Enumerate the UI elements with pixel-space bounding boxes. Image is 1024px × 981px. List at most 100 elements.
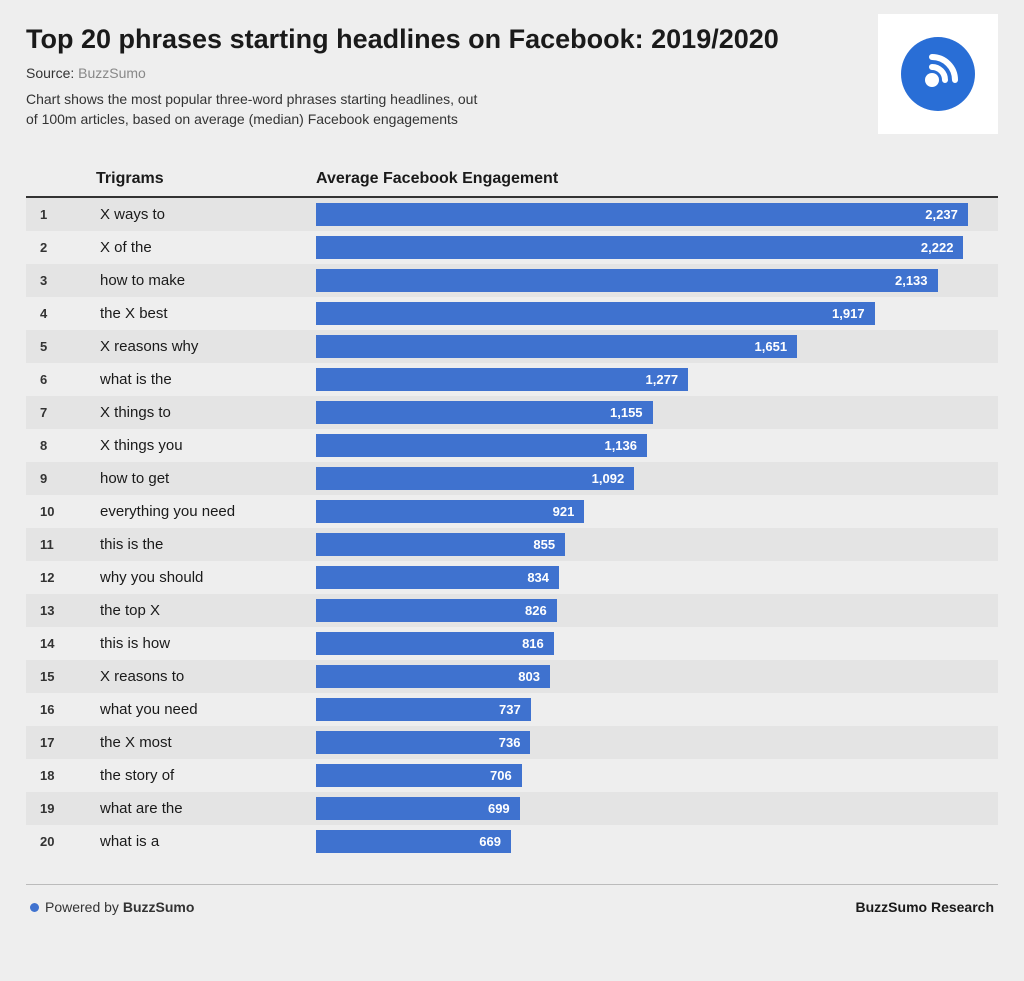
row-trigram: X of the — [96, 239, 316, 256]
row-rank: 7 — [26, 405, 96, 420]
description-line-1: Chart shows the most popular three-word … — [26, 91, 477, 107]
column-headers: Trigrams Average Facebook Engagement — [26, 170, 998, 198]
table-row: 20what is a669 — [26, 825, 998, 858]
row-bar: 834 — [316, 566, 559, 589]
row-trigram: this is the — [96, 536, 316, 553]
row-rank: 9 — [26, 471, 96, 486]
row-bar-label: 1,277 — [646, 372, 679, 387]
table-row: 9how to get1,092 — [26, 462, 998, 495]
row-bar-cell: 706 — [316, 759, 998, 792]
row-rank: 15 — [26, 669, 96, 684]
row-bar-cell: 1,277 — [316, 363, 998, 396]
row-rank: 3 — [26, 273, 96, 288]
table-row: 7X things to 1,155 — [26, 396, 998, 429]
row-bar-label: 921 — [553, 504, 575, 519]
table-row: 15X reasons to803 — [26, 660, 998, 693]
table-row: 8X things you 1,136 — [26, 429, 998, 462]
row-bar: 2,133 — [316, 269, 938, 292]
row-trigram: this is how — [96, 635, 316, 652]
chart-container: Top 20 phrases starting headlines on Fac… — [0, 0, 1024, 933]
footer-right: BuzzSumo Research — [856, 899, 994, 915]
row-rank: 11 — [26, 537, 96, 552]
table-row: 19what are the 699 — [26, 792, 998, 825]
row-bar-label: 855 — [533, 537, 555, 552]
row-bar: 1,155 — [316, 401, 653, 424]
row-bar-cell: 855 — [316, 528, 998, 561]
row-trigram: how to make — [96, 272, 316, 289]
row-bar: 1,651 — [316, 335, 797, 358]
row-bar-cell: 2,237 — [316, 198, 998, 231]
chart-title: Top 20 phrases starting headlines on Fac… — [26, 24, 878, 55]
row-bar-cell: 816 — [316, 627, 998, 660]
row-bar: 826 — [316, 599, 557, 622]
row-bar-cell: 1,651 — [316, 330, 998, 363]
row-bar-label: 737 — [499, 702, 521, 717]
row-rank: 20 — [26, 834, 96, 849]
row-trigram: X things you — [96, 437, 316, 454]
row-trigram: everything you need — [96, 503, 316, 520]
row-bar: 1,917 — [316, 302, 875, 325]
row-bar: 1,277 — [316, 368, 688, 391]
row-bar: 1,092 — [316, 467, 634, 490]
row-bar: 921 — [316, 500, 584, 523]
col-header-metric: Average Facebook Engagement — [316, 170, 998, 188]
row-bar-label: 2,237 — [925, 207, 958, 222]
row-bar-cell: 1,917 — [316, 297, 998, 330]
footer-powered-by: Powered by BuzzSumo — [45, 899, 194, 915]
row-rank: 12 — [26, 570, 96, 585]
row-bar: 2,222 — [316, 236, 963, 259]
row-bar-label: 2,222 — [921, 240, 954, 255]
table-row: 6what is the1,277 — [26, 363, 998, 396]
row-rank: 16 — [26, 702, 96, 717]
row-rank: 18 — [26, 768, 96, 783]
row-bar-cell: 826 — [316, 594, 998, 627]
row-bar-cell: 699 — [316, 792, 998, 825]
row-bar-label: 1,136 — [604, 438, 637, 453]
footer-brand: BuzzSumo — [123, 899, 195, 915]
chart-footer: Powered by BuzzSumo BuzzSumo Research — [26, 884, 998, 933]
buzzsumo-logo-icon — [901, 37, 975, 111]
row-bar-cell: 669 — [316, 825, 998, 858]
source-label: Source: — [26, 65, 74, 81]
row-trigram: X reasons why — [96, 338, 316, 355]
row-rank: 19 — [26, 801, 96, 816]
row-rank: 17 — [26, 735, 96, 750]
col-rank-spacer — [26, 170, 96, 188]
row-trigram: the X best — [96, 305, 316, 322]
table-row: 12why you should834 — [26, 561, 998, 594]
row-bar-cell: 1,136 — [316, 429, 998, 462]
row-bar-label: 1,155 — [610, 405, 643, 420]
source-line: Source: BuzzSumo — [26, 65, 878, 81]
row-trigram: the X most — [96, 734, 316, 751]
row-bar-label: 826 — [525, 603, 547, 618]
row-trigram: X things to — [96, 404, 316, 421]
table-row: 11this is the 855 — [26, 528, 998, 561]
row-bar: 699 — [316, 797, 520, 820]
table-row: 3how to make2,133 — [26, 264, 998, 297]
row-trigram: why you should — [96, 569, 316, 586]
table-row: 14this is how816 — [26, 627, 998, 660]
col-header-trigrams: Trigrams — [96, 170, 316, 188]
row-trigram: what is a — [96, 833, 316, 850]
row-bar-cell: 1,092 — [316, 462, 998, 495]
row-bar-label: 706 — [490, 768, 512, 783]
row-rank: 8 — [26, 438, 96, 453]
row-bar-label: 1,917 — [832, 306, 865, 321]
chart-description: Chart shows the most popular three-word … — [26, 89, 606, 130]
table-row: 13the top X826 — [26, 594, 998, 627]
row-bar-label: 699 — [488, 801, 510, 816]
footer-powered-prefix: Powered by — [45, 899, 123, 915]
row-bar: 706 — [316, 764, 522, 787]
table-row: 5X reasons why1,651 — [26, 330, 998, 363]
header-row: Top 20 phrases starting headlines on Fac… — [26, 24, 998, 134]
chart-area: Trigrams Average Facebook Engagement 1X … — [26, 170, 998, 858]
table-row: 4the X best1,917 — [26, 297, 998, 330]
row-bar-label: 803 — [518, 669, 540, 684]
row-bar: 1,136 — [316, 434, 647, 457]
table-row: 17the X most736 — [26, 726, 998, 759]
description-line-2: of 100m articles, based on average (medi… — [26, 111, 458, 127]
row-trigram: what you need — [96, 701, 316, 718]
row-trigram: what are the — [96, 800, 316, 817]
row-bar-cell: 2,222 — [316, 231, 998, 264]
table-row: 2X of the2,222 — [26, 231, 998, 264]
